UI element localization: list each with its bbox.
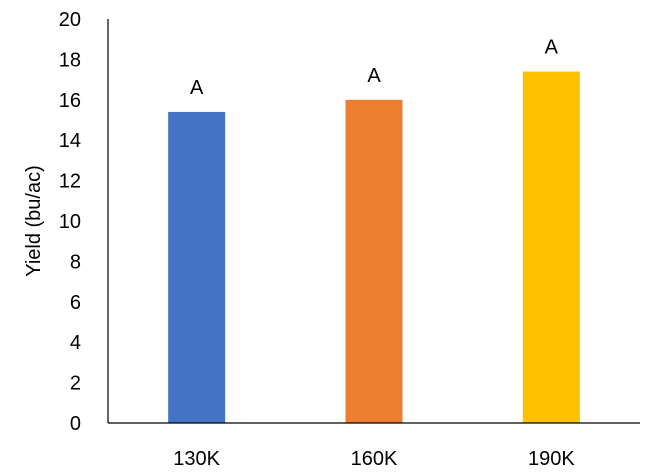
- y-tick-label: 18: [59, 49, 81, 71]
- y-axis-ticks: 0 2 4 6 8 10 12 14 16 18 20: [59, 9, 81, 435]
- y-tick-label: 14: [59, 130, 81, 152]
- y-tick-label: 2: [70, 373, 81, 395]
- x-axis-ticks: 130K 160K 190K: [173, 448, 575, 470]
- x-tick-label-160k: 160K: [351, 448, 398, 470]
- bars-group: [168, 71, 580, 424]
- bar-130k: [168, 111, 226, 424]
- y-tick-label: 20: [59, 9, 81, 31]
- data-labels-group: A A A: [190, 37, 559, 99]
- y-tick-label: 6: [70, 292, 81, 314]
- bar-190k: [522, 71, 580, 424]
- y-tick-label: 10: [59, 211, 81, 233]
- data-label-190k: A: [545, 37, 559, 59]
- x-tick-label-130k: 130K: [173, 448, 220, 470]
- bar-160k: [345, 99, 403, 424]
- y-tick-label: 0: [70, 413, 81, 435]
- data-label-160k: A: [367, 65, 381, 87]
- y-tick-label: 16: [59, 90, 81, 112]
- y-tick-label: 12: [59, 171, 81, 193]
- y-tick-label: 8: [70, 251, 81, 273]
- data-label-130k: A: [190, 77, 204, 99]
- y-tick-label: 4: [70, 332, 81, 354]
- x-tick-label-190k: 190K: [528, 448, 575, 470]
- y-axis-title: Yield (bu/ac): [23, 165, 45, 277]
